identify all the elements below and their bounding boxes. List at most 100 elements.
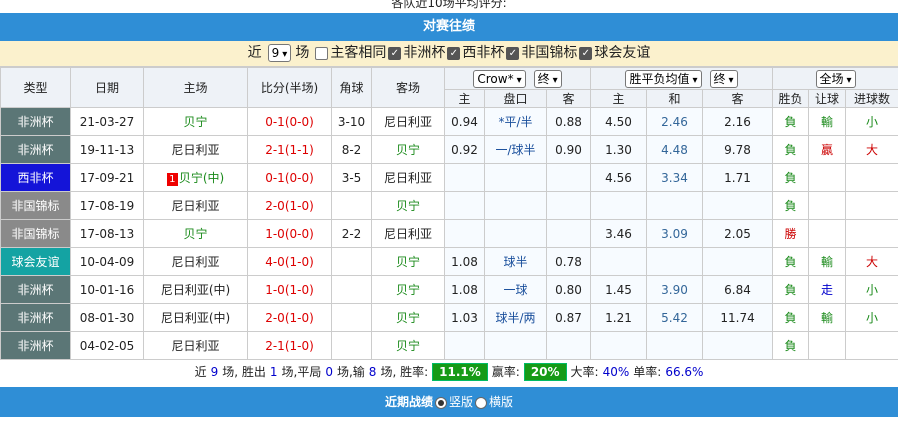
home-cell: 1 贝宁(中) — [143, 163, 248, 192]
radio[interactable] — [434, 396, 447, 409]
odds-cell: 0.87 — [545, 303, 592, 332]
type-cell: 非洲杯 — [0, 303, 71, 332]
home-team[interactable]: 尼日利亚 — [171, 339, 220, 353]
home-team[interactable]: 尼日利亚(中) — [160, 283, 231, 297]
select[interactable]: 胜平负均值 — [625, 69, 702, 88]
top-caption: 各队近10场平均评分: — [0, 0, 898, 11]
result: 負 — [784, 199, 797, 213]
result-cell: 小 — [845, 107, 898, 136]
checkbox[interactable] — [579, 46, 593, 60]
column-subheader: 盘口 — [484, 89, 547, 108]
result-cell: 小 — [845, 275, 898, 304]
score-cell: 2-1(1-0) — [247, 331, 332, 360]
odds: 1.08 — [451, 282, 478, 297]
checkbox[interactable] — [315, 46, 329, 60]
result: 大 — [866, 255, 879, 269]
checkbox[interactable] — [447, 46, 461, 60]
result-cell — [845, 219, 898, 248]
summary-text: 赢率: — [491, 365, 520, 379]
home-cell: 尼日利亚 — [143, 331, 248, 360]
away-cell: 尼日利亚 — [371, 163, 445, 192]
avg-odds: 4.56 — [605, 170, 632, 185]
count-select[interactable]: 9 — [267, 44, 292, 62]
home-team[interactable]: 尼日利亚 — [171, 143, 220, 157]
avg-cell — [590, 247, 648, 276]
corner: 2-2 — [341, 226, 362, 241]
avg-odds: 4.50 — [605, 114, 632, 129]
avg-odds: 6.84 — [724, 282, 751, 297]
select[interactable]: Crow* — [473, 69, 526, 88]
column-subheader: 胜负 — [772, 89, 810, 108]
result: 輸 — [821, 255, 834, 269]
odds-cell: 0.94 — [444, 107, 485, 136]
table-head: 类型日期主场比分(半场)角球客场Crow*终胜平负均值终全场主盘口客主和客胜负让… — [0, 67, 898, 108]
avg-cell: 6.84 — [702, 275, 774, 304]
date-cell: 10-04-09 — [70, 247, 144, 276]
avg-cell: 2.16 — [702, 107, 774, 136]
select[interactable]: 终 — [533, 69, 562, 88]
column-subheader: 主 — [590, 89, 648, 108]
avg-cell: 3.90 — [646, 275, 704, 304]
avg-odds: 1.30 — [605, 142, 632, 157]
avg-odds: 2.16 — [724, 114, 751, 129]
odds: *平/半 — [498, 115, 533, 129]
summary-text: 1 — [269, 365, 278, 379]
date-cell: 08-01-30 — [70, 303, 144, 332]
result-cell — [845, 331, 898, 360]
date-cell: 19-11-13 — [70, 135, 144, 164]
home-team[interactable]: 贝宁 — [183, 115, 208, 129]
odds-cell: 0.88 — [545, 107, 592, 136]
result: 小 — [866, 115, 879, 129]
date-cell: 17-08-13 — [70, 219, 144, 248]
odds-cell — [444, 219, 485, 248]
avg-cell: 1.21 — [590, 303, 648, 332]
corner-cell — [331, 303, 372, 332]
column-group-header: Crow* 终 — [443, 67, 592, 90]
result: 小 — [866, 283, 879, 297]
red-card-badge: 1 — [166, 173, 178, 186]
odds: 一球 — [503, 283, 528, 297]
home-cell: 尼日利亚(中) — [143, 303, 248, 332]
avg-cell — [702, 247, 774, 276]
type-cell: 球会友谊 — [0, 247, 71, 276]
avg-odds: 3.90 — [661, 282, 688, 297]
column-group-header: 全场 — [772, 67, 898, 90]
odds-cell: 球半/两 — [484, 303, 547, 332]
result: 負 — [784, 311, 797, 325]
result: 輸 — [821, 311, 834, 325]
home-team[interactable]: 贝宁(中) — [178, 171, 225, 185]
score-cell: 2-0(1-0) — [247, 303, 332, 332]
select[interactable]: 全场 — [815, 69, 856, 88]
checkbox[interactable] — [388, 46, 402, 60]
avg-odds: 2.46 — [661, 114, 688, 129]
match-row: 非洲杯 08-01-30 尼日利亚(中) 2-0(1-0) 贝宁 1.03 球半/两 0.87… — [0, 303, 898, 332]
odds: 0.88 — [555, 114, 582, 129]
home-team[interactable]: 尼日利亚(中) — [160, 311, 231, 325]
column-header: 日期 — [70, 67, 144, 108]
select[interactable]: 终 — [709, 69, 738, 88]
summary-text: 大率: — [570, 365, 599, 379]
bottom-title: 近期战绩 — [384, 395, 433, 409]
home-team[interactable]: 尼日利亚 — [171, 255, 220, 269]
result-cell — [845, 191, 898, 220]
avg-odds: 3.34 — [661, 170, 688, 185]
avg-cell: 3.09 — [646, 219, 704, 248]
corner-cell — [331, 331, 372, 360]
result-cell: 負 — [772, 303, 810, 332]
radio-label: 横版 — [489, 395, 514, 409]
home-team[interactable]: 尼日利亚 — [171, 199, 220, 213]
odds-cell — [444, 331, 485, 360]
result-cell — [808, 163, 847, 192]
away-cell: 尼日利亚 — [371, 107, 445, 136]
avg-odds: 2.05 — [724, 226, 751, 241]
avg-cell: 11.74 — [702, 303, 774, 332]
summary-text: 场,输 — [336, 365, 365, 379]
home-team[interactable]: 贝宁 — [183, 227, 208, 241]
corner-cell — [331, 247, 372, 276]
odds-cell — [484, 219, 547, 248]
radio[interactable] — [475, 396, 487, 409]
odds-cell: 1.08 — [444, 275, 485, 304]
checkbox[interactable] — [506, 46, 520, 60]
home-cell: 贝宁 — [143, 107, 248, 136]
